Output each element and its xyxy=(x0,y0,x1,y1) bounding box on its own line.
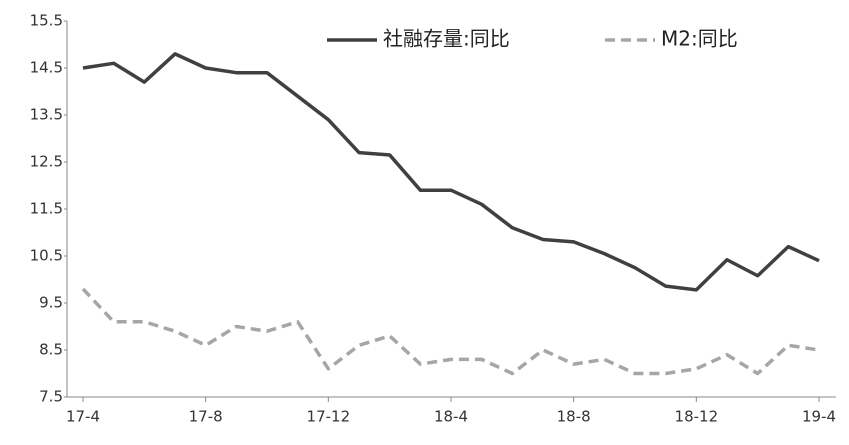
x-tick-label: 18-12 xyxy=(675,408,719,426)
x-tick-label: 17-8 xyxy=(189,408,223,426)
x-tick-label: 17-4 xyxy=(66,408,100,426)
legend-label: 社融存量:同比 xyxy=(383,27,510,51)
x-tick-label: 17-12 xyxy=(307,408,351,426)
y-tick-label: 12.5 xyxy=(30,153,63,171)
y-tick-label: 7.5 xyxy=(39,388,63,406)
y-tick-label: 14.5 xyxy=(30,59,63,77)
series-line xyxy=(81,287,820,376)
x-tick-label: 18-8 xyxy=(557,408,591,426)
y-tick-label: 15.5 xyxy=(30,12,63,30)
y-tick-label: 8.5 xyxy=(39,341,63,359)
series-line xyxy=(82,52,820,292)
legend-label: M2:同比 xyxy=(661,27,738,51)
y-tick-label: 10.5 xyxy=(30,247,63,265)
x-tick-label: 18-4 xyxy=(434,408,468,426)
y-tick-label: 9.5 xyxy=(39,294,63,312)
y-tick-label: 11.5 xyxy=(30,200,63,218)
x-tick-label: 19-4 xyxy=(802,408,836,426)
y-tick-label: 13.5 xyxy=(30,106,63,124)
